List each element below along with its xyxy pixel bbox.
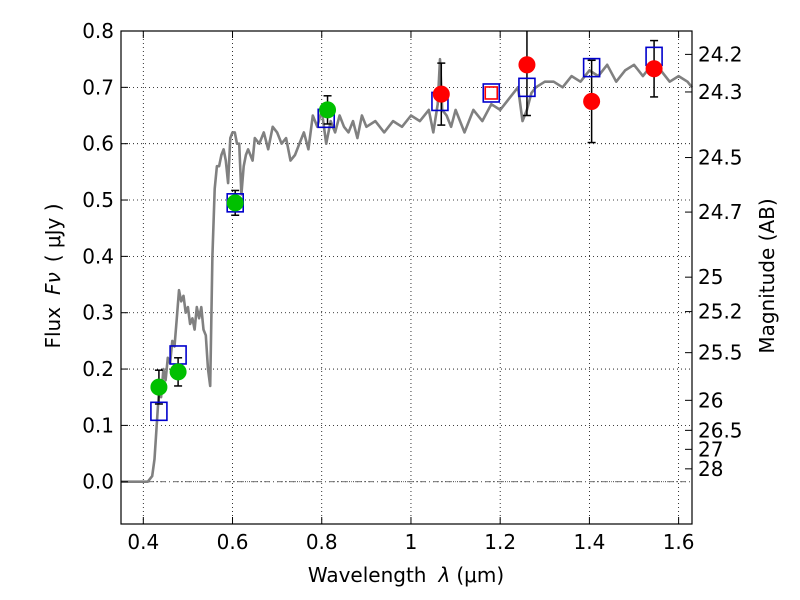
y-tick-label: 0.7 bbox=[82, 75, 114, 99]
x-tick-label: 0.6 bbox=[217, 530, 249, 554]
observed-point bbox=[169, 363, 187, 381]
y-tick-label: 0.6 bbox=[82, 132, 114, 156]
series bbox=[121, 31, 694, 484]
x-tick-label: 1.4 bbox=[573, 530, 605, 554]
sed-line bbox=[121, 57, 694, 484]
model-square bbox=[518, 77, 536, 98]
y-tick-label: 0.5 bbox=[82, 188, 114, 212]
grid bbox=[121, 30, 692, 524]
observed-point bbox=[226, 194, 244, 212]
observed-point bbox=[432, 85, 450, 103]
plot-frame bbox=[120, 30, 693, 525]
y-tick-label: 0.8 bbox=[82, 19, 114, 43]
model-square bbox=[482, 83, 501, 103]
observed-point bbox=[645, 60, 663, 78]
x-axis-label: Wavelength λ (μm) bbox=[308, 563, 504, 587]
y2-tick-label: 25.2 bbox=[698, 300, 743, 324]
y2-tick-label: 27 bbox=[698, 437, 723, 461]
x-tick-label: 0.4 bbox=[127, 530, 159, 554]
y2-tick-label: 25.5 bbox=[698, 341, 743, 365]
y2-tick-label: 24.3 bbox=[698, 80, 743, 104]
observed-point bbox=[518, 56, 536, 74]
observed-point bbox=[150, 378, 168, 396]
y-tick-label: 0.1 bbox=[82, 413, 114, 437]
observed-point bbox=[583, 92, 601, 110]
y2-tick-label: 24.2 bbox=[698, 42, 743, 66]
observed-point bbox=[319, 101, 337, 119]
model-square bbox=[582, 57, 601, 78]
observed-open-point bbox=[484, 86, 499, 100]
x-tick-label: 1.6 bbox=[663, 530, 695, 554]
y-axis-label: FluxFν( μJy ) bbox=[41, 203, 65, 348]
x-tick-label: 0.8 bbox=[306, 530, 338, 554]
y2-tick-label: 24.5 bbox=[698, 146, 743, 170]
y2-tick-label: 25 bbox=[698, 265, 723, 289]
x-tick-label: 1.2 bbox=[484, 530, 516, 554]
y2-tick-label: 26 bbox=[698, 388, 723, 412]
y-tick-label: 0.4 bbox=[82, 244, 114, 268]
model-square bbox=[150, 401, 168, 422]
x-tick-label: 1 bbox=[405, 530, 418, 554]
y2-tick-label: 24.7 bbox=[698, 200, 743, 224]
y-tick-label: 0.2 bbox=[82, 357, 114, 381]
y2-tick-label: 28 bbox=[698, 457, 723, 481]
y2-tick-label: 26.5 bbox=[698, 418, 743, 442]
y2-axis-label: Magnitude (AB) bbox=[755, 198, 779, 353]
ticks: 0.4 0.6 0.8 1 1.2 1.4 1.6 0.0 0.1 0.2 0.3 0.4 0.5 0.6… bbox=[82, 19, 742, 554]
y-tick-label: 0.3 bbox=[82, 301, 114, 325]
y-tick-label: 0.0 bbox=[82, 470, 114, 494]
